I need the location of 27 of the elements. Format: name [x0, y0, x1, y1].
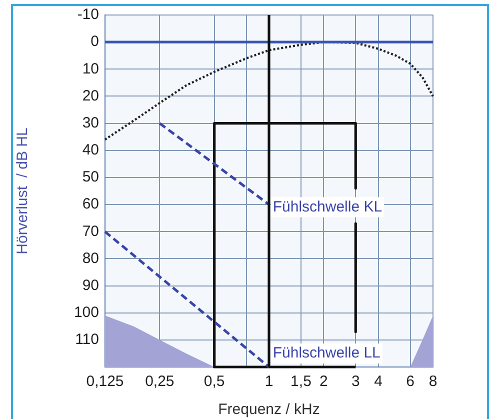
x-tick-label: 0,125 — [86, 373, 124, 390]
x-axis-title: Frequenz / kHz — [218, 401, 320, 418]
y-tick-label: 10 — [82, 60, 99, 78]
y-tick-label: -10 — [77, 6, 99, 24]
x-tick-label: 8 — [428, 373, 438, 390]
x-tick-label: 2 — [319, 373, 328, 390]
y-tick-label: 50 — [82, 168, 99, 186]
x-tick-label: 0,25 — [145, 373, 174, 390]
y-axis-title: Hörverlust / dB HL — [14, 128, 32, 254]
x-tick-label: 3 — [351, 373, 360, 390]
x-tick-label: 1 — [264, 373, 274, 390]
y-tick-label: 60 — [82, 196, 99, 213]
y-tick-label: 110 — [75, 331, 99, 348]
x-tick-label: 4 — [374, 373, 383, 390]
y-tick-label: 20 — [82, 87, 99, 104]
annotation: Fühlschwelle LL — [272, 344, 380, 362]
y-tick-label: 100 — [74, 304, 99, 321]
x-tick-label: 1,5 — [290, 373, 312, 390]
y-tick-label: 40 — [82, 142, 99, 159]
annotation: Fühlschwelle KL — [272, 198, 382, 216]
y-tick-label: 30 — [82, 114, 99, 132]
y-tick-label: 70 — [82, 222, 99, 240]
y-tick-label: 80 — [82, 250, 99, 267]
x-tick-label: 0,5 — [204, 373, 225, 390]
y-tick-label: 90 — [82, 276, 99, 294]
x-tick-label: 6 — [406, 373, 414, 390]
y-tick-label: 0 — [90, 33, 99, 50]
